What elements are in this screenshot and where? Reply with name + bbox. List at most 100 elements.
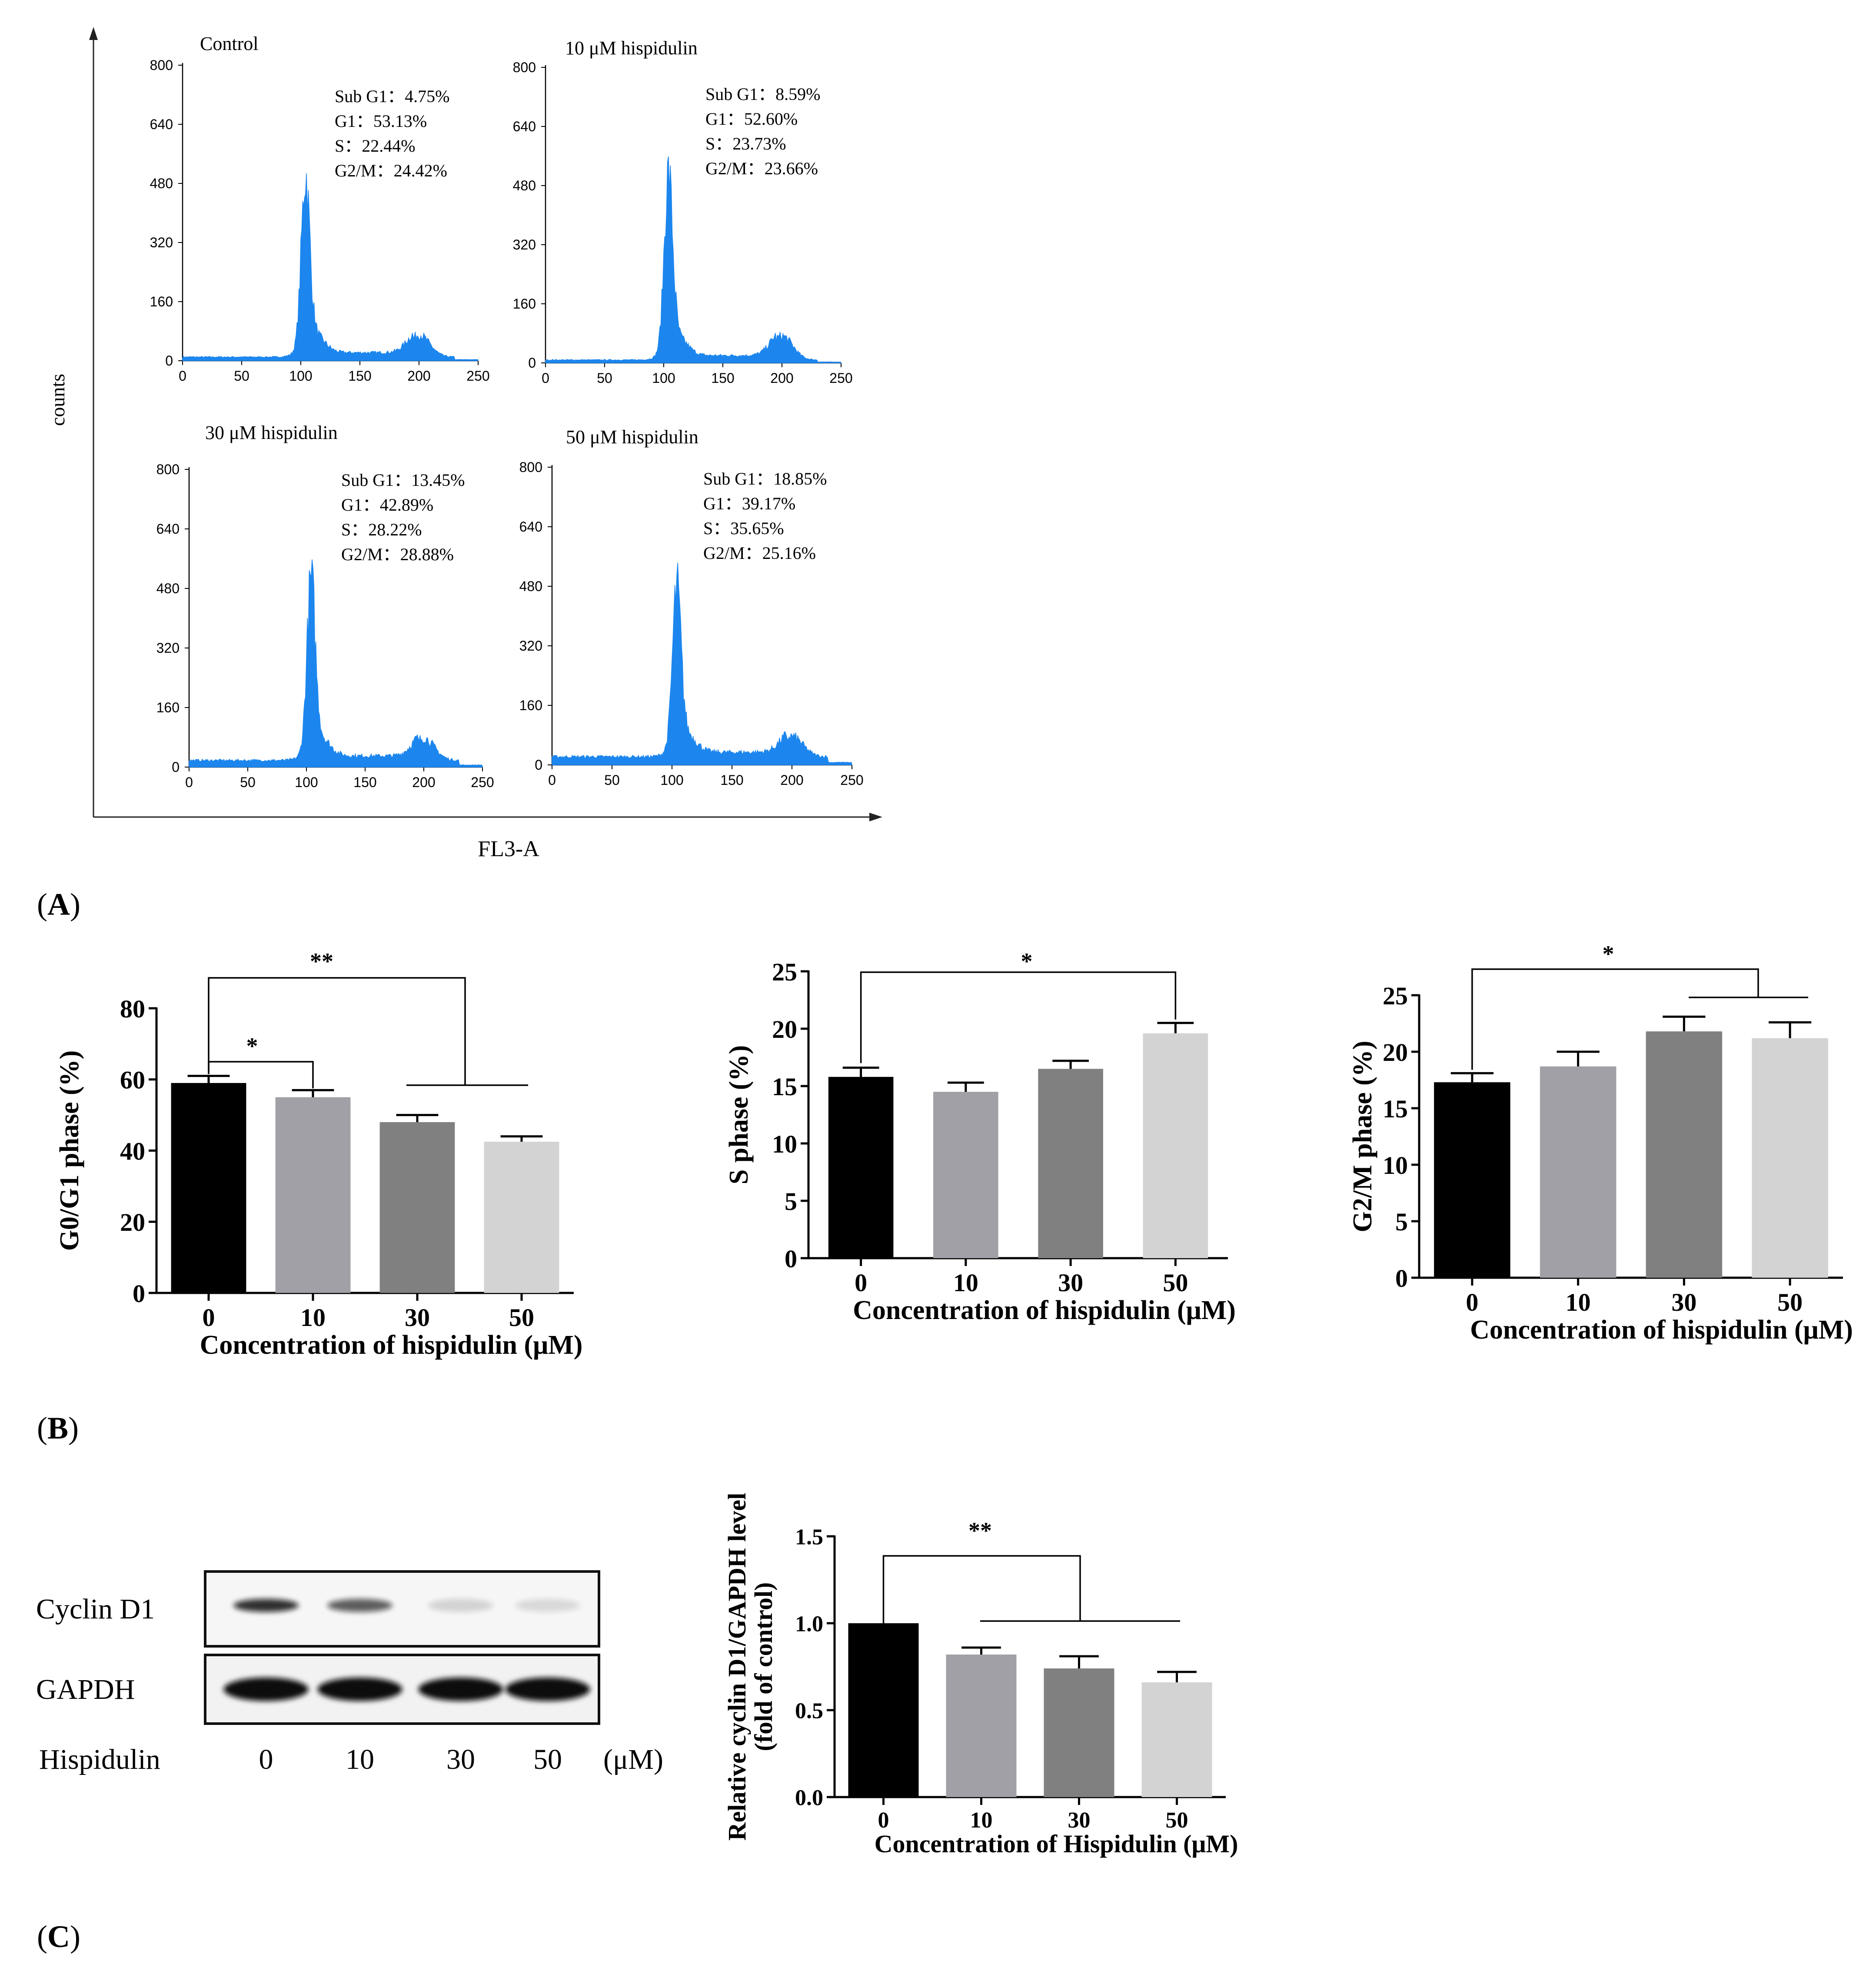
y-tick-label: 320 [519, 638, 542, 654]
y-axis-label: G0/G1 phase (%) [55, 1050, 84, 1251]
x-tick-label: 0 [203, 1303, 215, 1332]
significance-bracket [860, 971, 1177, 1063]
histogram-panel-1: 10 μM hispidulin 0 160 320 480 640 800 0 50 100 15… [513, 37, 853, 386]
significance-label: * [1603, 941, 1614, 967]
treatment-label: Hispidulin [39, 1744, 160, 1775]
y-tick-label: 160 [156, 700, 180, 715]
x-tick-label: 0 [855, 1269, 867, 1297]
phase-stat: Sub G1：4.75% [335, 86, 449, 106]
phase-stat: G2/M：23.66% [705, 159, 818, 178]
x-tick-label: 0 [548, 772, 556, 788]
lane-label: 50 [533, 1744, 562, 1775]
x-tick-label: 150 [348, 368, 371, 384]
y-tick-label: 160 [150, 294, 173, 309]
x-tick-label: 30 [1058, 1269, 1083, 1297]
x-tick-label: 200 [780, 772, 803, 788]
y-tick-label: 0.0 [795, 1786, 823, 1811]
y-tick-label: 5 [785, 1187, 797, 1216]
x-tick-label: 10 [1566, 1288, 1591, 1316]
x-tick-label: 0 [185, 774, 193, 790]
y-tick-label: 80 [120, 995, 145, 1023]
blot-label: GAPDH [36, 1674, 135, 1705]
outer-x-arrow [869, 813, 882, 821]
blot-label: Cyclin D1 [36, 1593, 155, 1625]
outer-y-arrow [89, 27, 98, 40]
panel-label-b: (B) [37, 1411, 79, 1445]
blot-band [233, 1599, 299, 1612]
x-tick-label: 200 [412, 774, 435, 790]
y-tick-label: 480 [150, 176, 173, 191]
blot-row-0: Cyclin D1 [36, 1570, 600, 1648]
phase-stat: G1：53.13% [335, 111, 427, 131]
significance-label: ** [968, 1518, 992, 1544]
x-tick-label: 0 [1466, 1288, 1478, 1316]
y-tick-label: 160 [519, 698, 542, 713]
bar-30 [1646, 1031, 1723, 1278]
y-tick-label: 0.5 [795, 1699, 823, 1724]
x-tick-label: 0 [179, 368, 186, 384]
significance-bracket [1471, 968, 1808, 1070]
histogram-title: 50 μM hispidulin [566, 426, 699, 448]
y-tick-label: 800 [519, 459, 542, 475]
x-tick-label: 10 [953, 1269, 978, 1297]
blot-band [327, 1599, 392, 1612]
x-axis-label: Concentration of hispidulin (μM) [200, 1330, 583, 1360]
histogram-panel-0: Control 0 160 320 480 640 800 0 50 100 150 200 250 Su… [150, 33, 490, 384]
y-tick-label: 0 [528, 355, 536, 371]
y-axis-label: S phase (%) [724, 1045, 754, 1184]
y-tick-label: 640 [156, 521, 180, 537]
x-tick-label: 150 [353, 774, 376, 790]
bar-0 [828, 1077, 894, 1258]
bar-10 [946, 1655, 1017, 1797]
y-tick-label: 20 [120, 1208, 145, 1236]
bar-30 [379, 1122, 455, 1293]
y-tick-label: 0 [1395, 1264, 1408, 1293]
bar-30 [1044, 1668, 1114, 1797]
y-axis-label: G2/M phase (%) [1348, 1041, 1377, 1233]
x-tick-label: 100 [660, 772, 683, 788]
y-tick-label: 25 [1383, 982, 1408, 1010]
y-tick-label: 480 [519, 578, 542, 594]
x-axis-label: Concentration of hispidulin (μM) [853, 1296, 1236, 1325]
y-tick-label: 20 [1383, 1038, 1408, 1067]
x-tick-label: 30 [1671, 1288, 1696, 1316]
y-tick-label: 640 [150, 116, 173, 132]
x-tick-label: 30 [405, 1303, 430, 1332]
x-tick-label: 100 [295, 774, 318, 790]
y-tick-label: 1.5 [795, 1525, 823, 1550]
x-tick-label: 10 [300, 1303, 326, 1332]
axis-label-counts: counts [47, 374, 69, 426]
x-tick-label: 250 [466, 368, 489, 384]
histogram-panel-2: 30 μM hispidulin 0 160 320 480 640 800 0 50 100 15… [156, 422, 494, 790]
phase-stat: G2/M：24.42% [335, 161, 447, 180]
phase-stat: Sub G1：8.59% [705, 84, 820, 104]
x-axis-label: Concentration of Hispidulin (μM) [875, 1830, 1238, 1858]
significance-bracket [208, 977, 528, 1086]
histogram-area [182, 173, 479, 361]
unit-label: (μM) [603, 1744, 663, 1775]
y-axis-label: (fold of control) [749, 1582, 778, 1751]
phase-stat: Sub G1：18.85% [703, 469, 827, 488]
y-tick-label: 40 [120, 1137, 145, 1165]
y-tick-label: 0 [785, 1245, 797, 1273]
bar-50 [1752, 1038, 1828, 1278]
y-tick-label: 0 [535, 757, 542, 773]
x-tick-label: 50 [240, 774, 256, 790]
bar-0 [848, 1623, 919, 1797]
y-tick-label: 25 [772, 958, 797, 986]
y-axis-label: Relative cyclin D1/GAPDH level [723, 1493, 751, 1841]
y-tick-label: 0 [133, 1279, 145, 1308]
phase-stat: G1：52.60% [705, 109, 798, 129]
x-tick-label: 50 [604, 772, 620, 788]
x-tick-label: 50 [1163, 1269, 1188, 1297]
y-tick-label: 15 [772, 1073, 797, 1101]
y-tick-label: 480 [513, 178, 536, 193]
histogram-title: 30 μM hispidulin [205, 422, 338, 443]
y-tick-label: 10 [1383, 1151, 1408, 1180]
y-tick-label: 480 [156, 581, 180, 596]
phase-stat: S：23.73% [705, 134, 786, 153]
y-tick-label: 640 [519, 519, 542, 535]
